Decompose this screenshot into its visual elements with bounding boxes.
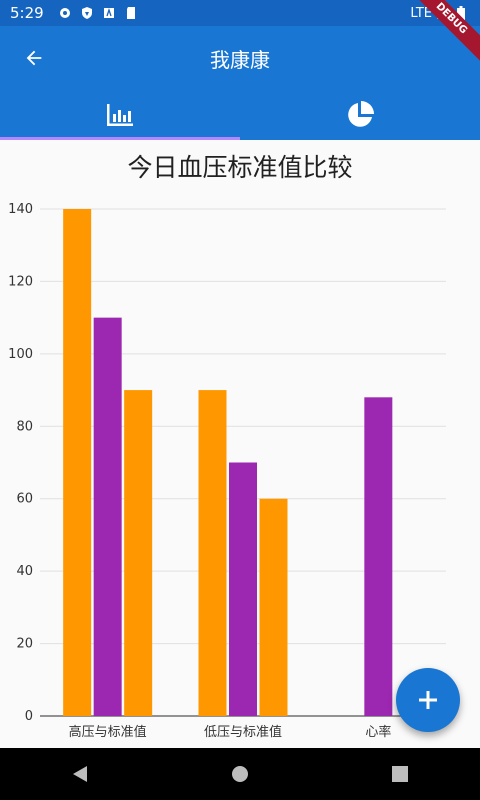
arrow-back-icon: [26, 50, 42, 66]
home-circle-icon: [232, 766, 248, 782]
shield-icon: [80, 6, 94, 20]
nav-back-button[interactable]: [60, 754, 100, 794]
bar: [364, 397, 393, 716]
status-icons: [58, 6, 138, 20]
bar: [259, 498, 288, 716]
tab-bar-chart[interactable]: [0, 90, 240, 140]
y-tick-label: 40: [16, 564, 33, 579]
recents-square-icon: [392, 766, 408, 782]
y-tick-label: 0: [25, 709, 33, 724]
bar: [124, 390, 153, 716]
bar-chart: 0 20 40 60 80 100 120 140 高压与标准值 低压与标准值 心率: [8, 202, 446, 740]
x-tick-label: 高压与标准值: [69, 724, 147, 740]
y-tick-label: 140: [8, 202, 33, 217]
battery-icon: [454, 6, 468, 20]
bar: [229, 462, 257, 716]
back-button[interactable]: [16, 40, 52, 76]
y-tick-label: 60: [16, 492, 33, 507]
pie-chart-icon: [348, 101, 374, 127]
add-fab-button[interactable]: [396, 668, 460, 732]
a-box-icon: [102, 6, 116, 20]
x-tick-label: 心率: [365, 724, 391, 740]
status-bar: 5:29 LTE: [0, 0, 480, 26]
plus-icon: [419, 691, 437, 709]
gear-icon: [58, 6, 72, 20]
system-nav-bar: [0, 748, 480, 800]
status-time: 5:29: [10, 4, 44, 22]
sd-card-icon: [124, 6, 138, 20]
nav-home-button[interactable]: [220, 754, 260, 794]
bar: [93, 317, 122, 716]
nav-recents-button[interactable]: [380, 754, 420, 794]
page-title: 我康康: [210, 47, 270, 72]
tab-indicator: [0, 137, 240, 140]
network-label: LTE: [410, 5, 432, 21]
y-tick-label: 120: [8, 274, 33, 289]
tab-pie-chart[interactable]: [240, 90, 480, 140]
tab-bar: [0, 90, 480, 140]
app-bar: 我康康: [0, 26, 480, 90]
bar-chart-icon: [107, 104, 133, 126]
back-triangle-icon: [73, 766, 87, 782]
chart-title: 今日血压标准值比较: [127, 153, 353, 182]
y-tick-label: 100: [8, 347, 33, 362]
bar: [198, 390, 227, 716]
y-tick-label: 80: [16, 419, 33, 434]
bar: [63, 209, 92, 716]
x-tick-label: 低压与标准值: [204, 724, 282, 740]
y-tick-label: 20: [16, 637, 33, 652]
